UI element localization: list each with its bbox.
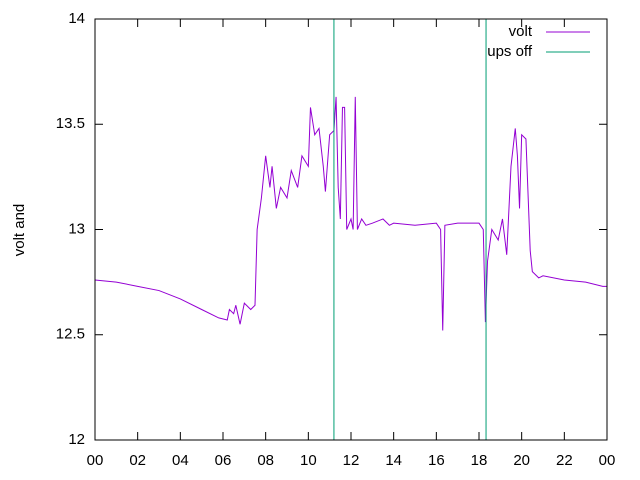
y-tick-label: 13.5 — [56, 115, 85, 132]
y-tick-label: 13 — [68, 220, 85, 237]
x-tick-label: 08 — [257, 452, 274, 469]
plot-border — [94, 18, 608, 441]
x-tick-label: 06 — [215, 452, 232, 469]
x-tick-label: 22 — [556, 452, 573, 469]
x-tick-label: 14 — [385, 452, 402, 469]
x-tick-label: 16 — [428, 452, 445, 469]
data-line — [333, 19, 487, 440]
x-tick-label: 02 — [129, 452, 146, 469]
x-tick-label: 10 — [300, 452, 317, 469]
x-tick-label: 04 — [172, 452, 189, 469]
x-tick-label: 00 — [599, 452, 616, 469]
y-axis-label: volt and — [11, 204, 28, 257]
y-tick-label: 12.5 — [56, 326, 85, 343]
x-tick-label: 12 — [343, 452, 360, 469]
x-tick-label: 20 — [513, 452, 530, 469]
x-tick-label: 18 — [471, 452, 488, 469]
y-tick-label: 14 — [68, 10, 85, 27]
x-tick-label: 00 — [87, 452, 104, 469]
legend-label: volt — [509, 23, 533, 40]
data-line — [94, 96, 607, 331]
legend-label: ups off — [487, 43, 533, 60]
y-tick-label: 12 — [68, 431, 85, 448]
